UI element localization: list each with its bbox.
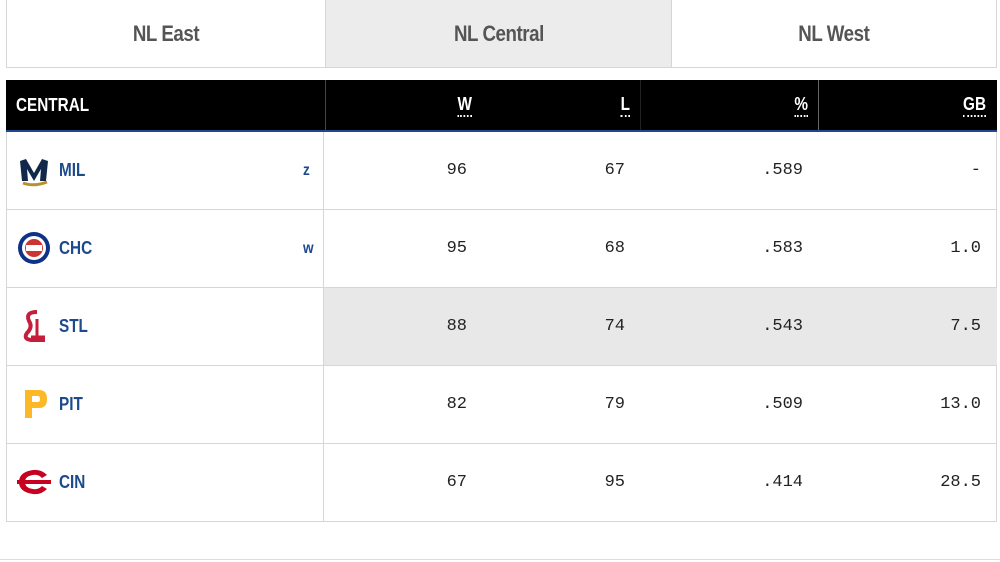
stat-cell: 74 [481, 288, 625, 365]
stat-cell: 68 [481, 210, 625, 287]
stat-cell-text: 79 [604, 395, 625, 414]
stat-cell-text: 13.0 [940, 395, 981, 414]
stat-cell: .583 [641, 210, 803, 287]
table-row: CIN 67 95 .414 28.5 [6, 444, 997, 522]
header-cell[interactable]: L [486, 80, 630, 130]
divider [323, 444, 324, 521]
stat-cell-text: 74 [604, 317, 625, 336]
team-name-text: CHC [59, 238, 93, 258]
stat-cell: .509 [641, 366, 803, 443]
team-name-text: PIT [59, 394, 83, 414]
row-highlight [324, 288, 997, 365]
clinch-marker-text: z [303, 161, 310, 179]
stat-cell-text: 96 [446, 161, 467, 180]
table-row: CHC w 95 68 .583 1.0 [6, 210, 997, 288]
header-label: GB [963, 93, 986, 117]
tab-label: NL Central [453, 20, 544, 46]
footer-rule [0, 559, 1000, 560]
logo-icon [20, 159, 48, 187]
header-label: % [794, 93, 808, 117]
divider [323, 132, 324, 209]
divider [640, 80, 641, 130]
team-name-text: CIN [59, 472, 86, 492]
stat-cell-text: 88 [446, 317, 467, 336]
table-row: MIL z 96 67 .589 - [6, 132, 997, 210]
stat-cell-text: 82 [446, 395, 467, 414]
stat-cell-text: .583 [762, 239, 803, 258]
logo-icon [18, 232, 50, 264]
team-logo [17, 309, 51, 343]
stat-cell: .589 [641, 132, 803, 209]
team-name[interactable]: CHC [59, 210, 98, 287]
logo-icon [25, 390, 47, 418]
table-row: PIT 82 79 .509 13.0 [6, 366, 997, 444]
stat-cell: 7.5 [821, 288, 981, 365]
team-logo [17, 387, 51, 421]
stat-cell: 95 [481, 444, 625, 521]
header-cell[interactable]: % [646, 80, 808, 130]
divider [818, 80, 819, 130]
clinch-marker-text: w [303, 239, 314, 257]
clinch-marker: w [303, 210, 315, 287]
team-logo [17, 465, 51, 499]
tab-label: NL West [798, 20, 870, 46]
stat-cell-text: .509 [762, 395, 803, 414]
team-name-text: STL [59, 316, 88, 336]
divider [323, 288, 324, 365]
tab[interactable]: NL West [671, 0, 997, 68]
stat-cell-text: 95 [446, 239, 467, 258]
divider [325, 80, 326, 130]
stat-cell: 88 [331, 288, 467, 365]
stat-cell: 67 [331, 444, 467, 521]
team-name[interactable]: CIN [59, 444, 90, 521]
stat-cell-text: 67 [604, 161, 625, 180]
stat-cell: 67 [481, 132, 625, 209]
stat-cell: .543 [641, 288, 803, 365]
stat-cell-text: 28.5 [940, 473, 981, 492]
header-label: CENTRAL [16, 94, 90, 115]
stat-cell-text: 95 [604, 473, 625, 492]
divider [323, 210, 324, 287]
header-cell: CENTRAL [16, 80, 102, 130]
stat-cell: 79 [481, 366, 625, 443]
stat-cell-text: - [970, 161, 981, 180]
stat-cell: 96 [331, 132, 467, 209]
stat-cell: 95 [331, 210, 467, 287]
header-label: W [457, 93, 472, 117]
stat-cell: 82 [331, 366, 467, 443]
team-name[interactable]: MIL [59, 132, 90, 209]
stat-cell-text: 68 [604, 239, 625, 258]
clinch-marker: z [303, 132, 311, 209]
team-logo [17, 231, 51, 265]
stat-cell-text: .414 [762, 473, 803, 492]
stat-cell-text: 67 [446, 473, 467, 492]
logo-icon [17, 469, 51, 495]
divider [323, 366, 324, 443]
header-label: L [620, 93, 630, 117]
stat-cell: .414 [641, 444, 803, 521]
stat-cell: 28.5 [821, 444, 981, 521]
stat-cell-text: .589 [762, 161, 803, 180]
stat-cell-text: 1.0 [950, 239, 981, 258]
tab[interactable]: NL Central [325, 0, 672, 68]
table-header: CENTRAL W L % GB [6, 80, 997, 132]
header-cell[interactable]: GB [826, 80, 986, 130]
stat-cell: 1.0 [821, 210, 981, 287]
stat-cell: 13.0 [821, 366, 981, 443]
tab-label: NL East [132, 20, 200, 46]
table-row: STL 88 74 .543 7.5 [6, 288, 997, 366]
team-name[interactable]: STL [59, 288, 93, 365]
tab[interactable]: NL East [6, 0, 326, 68]
team-name-text: MIL [59, 160, 86, 180]
team-name[interactable]: PIT [59, 366, 87, 443]
stat-cell: - [821, 132, 981, 209]
team-logo [17, 153, 51, 187]
logo-icon [23, 310, 45, 342]
header-cell[interactable]: W [336, 80, 472, 130]
stat-cell-text: .543 [762, 317, 803, 336]
stat-cell-text: 7.5 [950, 317, 981, 336]
